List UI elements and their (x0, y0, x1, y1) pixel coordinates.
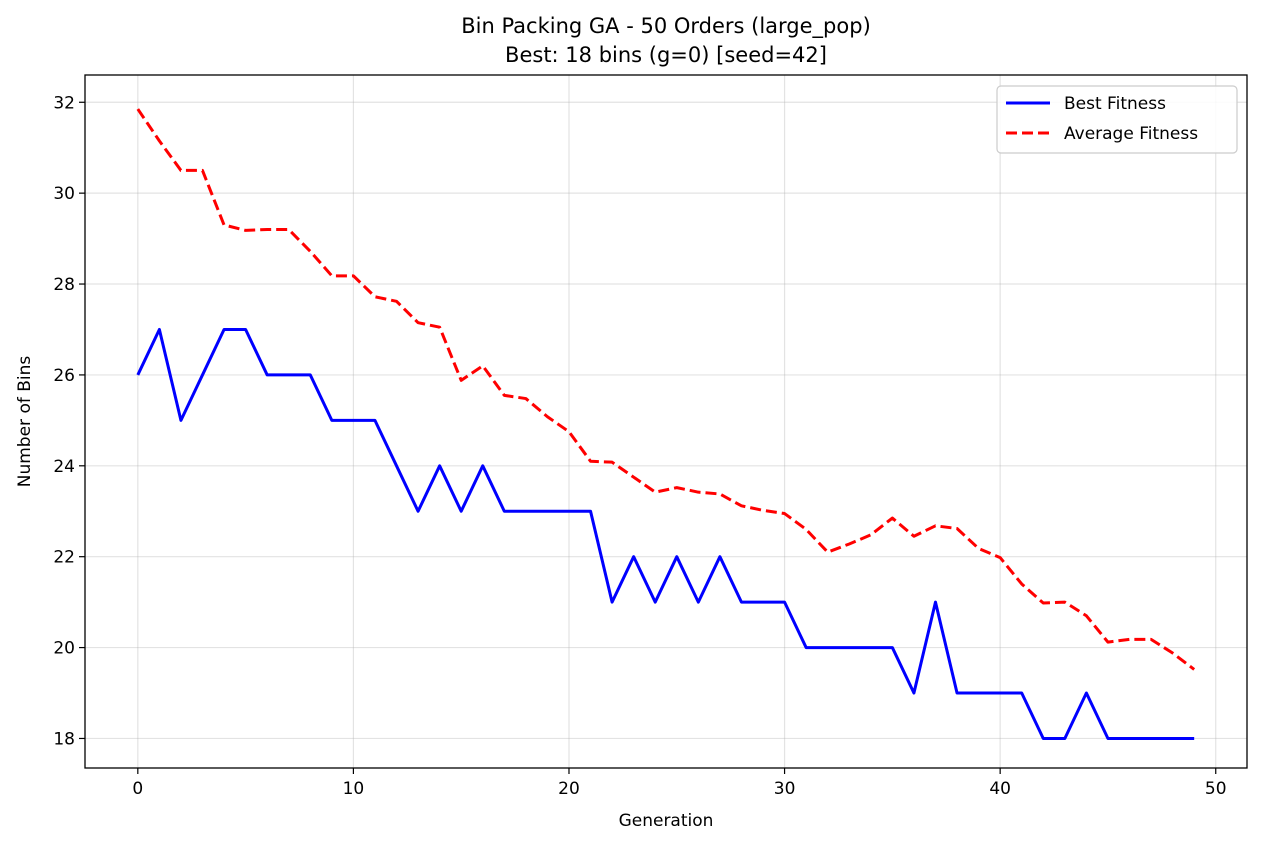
y-tick-label: 20 (53, 639, 75, 659)
x-axis-label: Generation (619, 811, 714, 831)
plot-frame (84, 74, 1248, 769)
y-tick-label: 24 (53, 457, 75, 477)
series-line-average-fitness (136, 108, 1196, 671)
series-line-best-fitness (136, 327, 1195, 740)
x-tick-label: 50 (1205, 779, 1227, 799)
legend-label-best-fitness: Best Fitness (1064, 94, 1166, 114)
chart-title: Bin Packing GA - 50 Orders (large_pop) (461, 14, 871, 39)
series-lines (136, 108, 1196, 740)
y-tick-label: 22 (53, 548, 75, 568)
y-tick-label: 26 (53, 366, 75, 386)
y-tick-label: 32 (53, 93, 75, 113)
x-tick-label: 20 (558, 779, 580, 799)
y-tick-label: 28 (53, 275, 75, 295)
grid-lines (85, 75, 1247, 768)
y-tick-label: 30 (53, 184, 75, 204)
x-tick-label: 0 (132, 779, 143, 799)
legend: Best Fitness Average Fitness (996, 85, 1238, 154)
y-tick-label: 18 (53, 729, 75, 749)
legend-label-average-fitness: Average Fitness (1064, 124, 1198, 144)
chart-subtitle: Best: 18 bins (g=0) [seed=42] (505, 43, 827, 67)
x-tick-label: 40 (989, 779, 1011, 799)
legend-box (996, 85, 1238, 154)
x-tick-label: 10 (343, 779, 365, 799)
axis-ticks: 0 10 20 30 40 50 18 20 22 24 26 28 30 32 (53, 93, 1226, 799)
x-tick-label: 30 (774, 779, 796, 799)
y-axis-label: Number of Bins (15, 356, 35, 488)
